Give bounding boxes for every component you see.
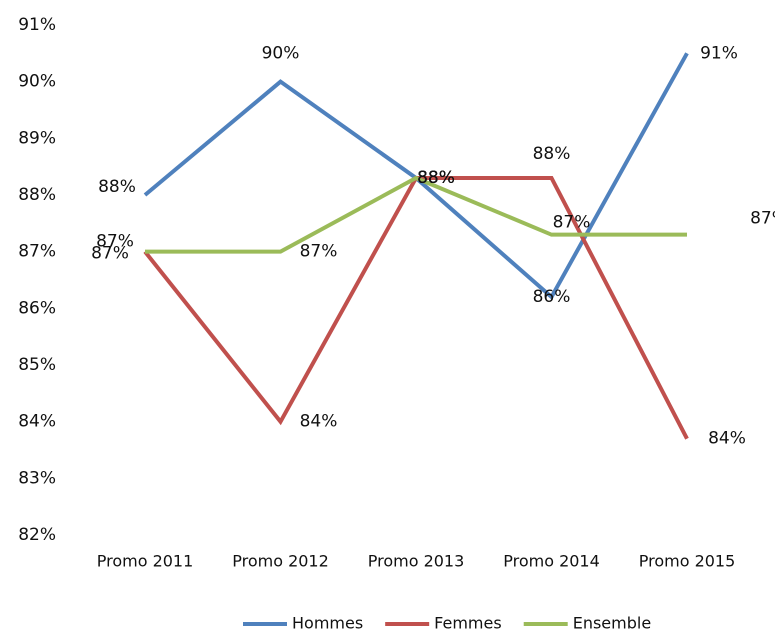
data-label: 87% — [300, 242, 338, 262]
data-label: 84% — [300, 412, 338, 432]
data-label: 87% — [750, 209, 775, 229]
data-label: 90% — [262, 44, 300, 64]
x-tick-label: Promo 2013 — [368, 552, 465, 571]
y-tick-label: 85% — [18, 355, 56, 375]
series-line — [145, 175, 687, 254]
y-tick-label: 86% — [18, 298, 56, 318]
x-tick-label: Promo 2015 — [639, 552, 736, 571]
data-label: 87% — [91, 244, 129, 264]
data-label: 88% — [417, 168, 455, 188]
y-tick-label: 82% — [18, 525, 56, 545]
y-tick-label: 87% — [18, 242, 56, 262]
legend-label: Hommes — [292, 614, 363, 629]
y-tick-label: 88% — [18, 185, 56, 205]
data-label: 86% — [533, 287, 571, 307]
y-tick-label: 91% — [18, 15, 56, 35]
data-label: 88% — [533, 144, 571, 164]
data-label: 87% — [96, 232, 134, 252]
y-tick-label: 83% — [18, 468, 56, 488]
y-tick-label: 84% — [18, 412, 56, 432]
data-label: 88% — [98, 177, 136, 197]
y-tick-label: 89% — [18, 128, 56, 148]
x-tick-label: Promo 2012 — [232, 552, 329, 571]
data-label: 91% — [700, 43, 738, 63]
legend-label: Ensemble — [573, 614, 651, 629]
x-tick-label: Promo 2014 — [503, 552, 600, 571]
data-label: 88% — [417, 168, 455, 188]
y-tick-label: 90% — [18, 72, 56, 92]
data-label: 87% — [553, 213, 591, 233]
data-label: 88% — [417, 168, 455, 188]
series-line — [143, 176, 689, 440]
data-label: 84% — [708, 429, 746, 449]
series-line — [143, 52, 689, 301]
legend-label: Femmes — [434, 614, 502, 629]
x-tick-label: Promo 2011 — [97, 552, 194, 571]
